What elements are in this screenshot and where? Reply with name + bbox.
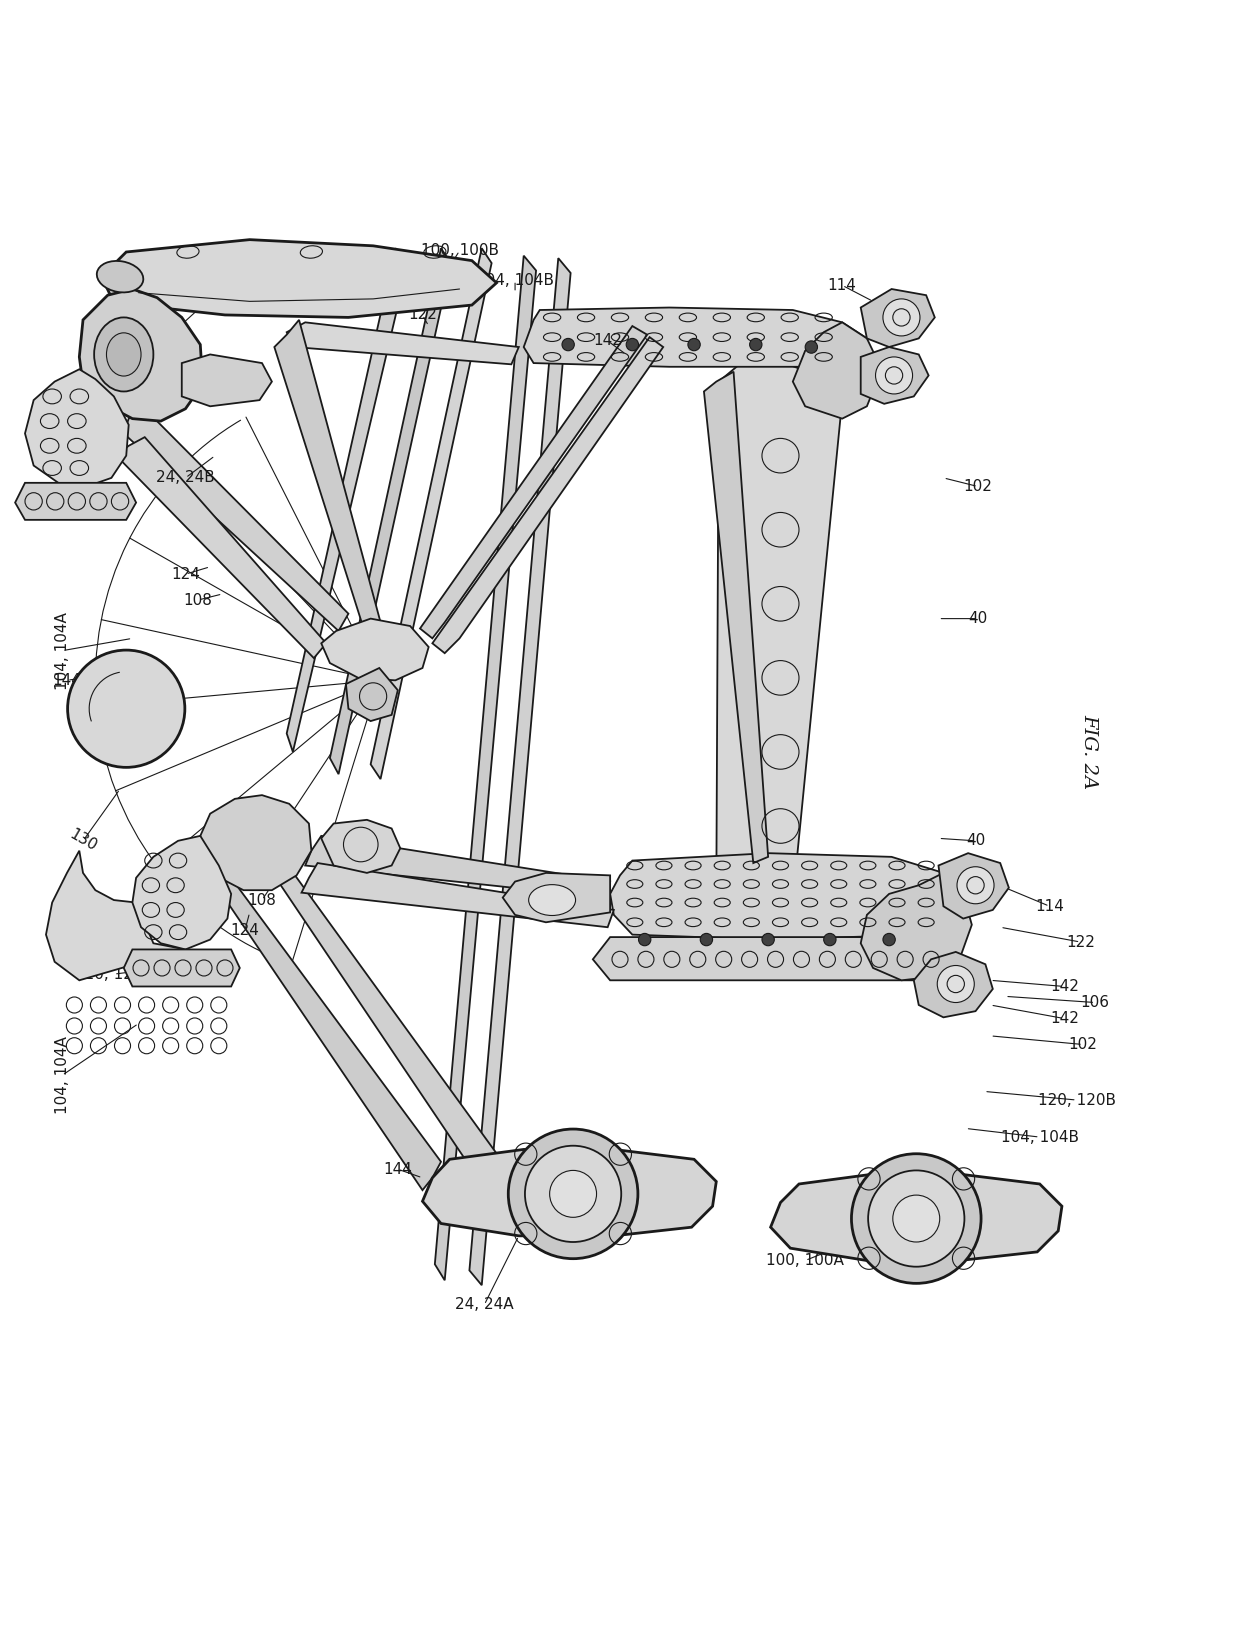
Polygon shape <box>255 838 498 1184</box>
Ellipse shape <box>626 339 639 350</box>
Polygon shape <box>717 357 842 919</box>
Polygon shape <box>861 289 935 347</box>
Text: FIG. 2A: FIG. 2A <box>1080 714 1099 790</box>
Polygon shape <box>470 258 570 1285</box>
Polygon shape <box>770 1175 1061 1260</box>
Text: 102: 102 <box>963 479 992 494</box>
Polygon shape <box>610 852 963 940</box>
Text: 114: 114 <box>1035 899 1064 914</box>
Polygon shape <box>182 355 272 406</box>
Ellipse shape <box>883 933 895 945</box>
Polygon shape <box>25 370 129 487</box>
Polygon shape <box>301 862 614 927</box>
Text: 106: 106 <box>883 317 913 332</box>
Text: 142: 142 <box>1050 980 1079 995</box>
Polygon shape <box>435 256 536 1280</box>
Polygon shape <box>792 322 882 418</box>
Polygon shape <box>330 248 451 775</box>
Polygon shape <box>124 950 239 986</box>
Polygon shape <box>117 438 326 657</box>
Ellipse shape <box>805 340 817 354</box>
Ellipse shape <box>852 1153 981 1284</box>
Text: 104, 104A: 104, 104A <box>55 1036 69 1115</box>
Polygon shape <box>198 795 311 890</box>
Polygon shape <box>914 952 993 1018</box>
Polygon shape <box>305 836 610 897</box>
Polygon shape <box>274 320 393 677</box>
Ellipse shape <box>893 1194 940 1242</box>
Text: 120, 120B: 120, 120B <box>1038 1092 1116 1107</box>
Polygon shape <box>286 248 408 752</box>
Ellipse shape <box>688 339 701 350</box>
Ellipse shape <box>639 933 651 945</box>
Text: 108: 108 <box>248 892 277 907</box>
Polygon shape <box>939 852 1009 919</box>
Polygon shape <box>79 289 203 421</box>
Ellipse shape <box>937 965 975 1003</box>
Ellipse shape <box>750 339 761 350</box>
Polygon shape <box>420 325 647 638</box>
Ellipse shape <box>562 339 574 350</box>
Text: 122: 122 <box>1066 935 1095 950</box>
Polygon shape <box>286 322 518 365</box>
Ellipse shape <box>868 1170 965 1267</box>
Ellipse shape <box>508 1128 637 1259</box>
Polygon shape <box>371 248 491 780</box>
Text: 20: 20 <box>151 320 175 344</box>
Text: 122: 122 <box>408 307 436 322</box>
Ellipse shape <box>957 867 994 904</box>
Polygon shape <box>502 872 610 922</box>
Text: 124: 124 <box>171 567 200 582</box>
Text: 106: 106 <box>1081 995 1110 1009</box>
Text: 114: 114 <box>828 278 857 292</box>
Text: 130: 130 <box>67 828 99 854</box>
Text: 100, 100A: 100, 100A <box>766 1252 844 1269</box>
Polygon shape <box>433 337 663 653</box>
Ellipse shape <box>549 1170 596 1218</box>
Polygon shape <box>423 1150 717 1236</box>
Polygon shape <box>704 372 768 862</box>
Ellipse shape <box>528 884 575 915</box>
Text: 24, 24A: 24, 24A <box>455 1297 513 1312</box>
Text: 104, 104A: 104, 104A <box>55 611 69 689</box>
Text: 104, 104B: 104, 104B <box>1001 1130 1079 1145</box>
Polygon shape <box>346 667 398 720</box>
Ellipse shape <box>97 261 144 292</box>
Ellipse shape <box>94 317 154 392</box>
Ellipse shape <box>107 332 141 377</box>
Polygon shape <box>321 819 401 872</box>
Polygon shape <box>861 872 972 980</box>
Ellipse shape <box>883 299 920 335</box>
Text: 100, 100B: 100, 100B <box>420 243 498 258</box>
Text: 108: 108 <box>184 593 212 608</box>
Text: 102: 102 <box>1069 1037 1097 1052</box>
Polygon shape <box>124 408 348 631</box>
Text: 104, 104B: 104, 104B <box>476 273 554 287</box>
Text: 120, 120A: 120, 120A <box>74 966 153 981</box>
Text: 142: 142 <box>593 334 622 349</box>
Polygon shape <box>861 347 929 403</box>
Polygon shape <box>15 482 136 520</box>
Polygon shape <box>46 851 186 980</box>
Text: 124: 124 <box>231 923 259 938</box>
Polygon shape <box>195 844 441 1189</box>
Text: 40: 40 <box>966 833 985 849</box>
Ellipse shape <box>701 933 713 945</box>
Ellipse shape <box>761 933 774 945</box>
Polygon shape <box>593 937 960 980</box>
Text: 24, 24B: 24, 24B <box>156 471 215 486</box>
Text: 144: 144 <box>383 1161 412 1176</box>
Text: 142: 142 <box>1050 1011 1079 1026</box>
Ellipse shape <box>68 651 185 768</box>
Ellipse shape <box>525 1146 621 1242</box>
Text: 22: 22 <box>241 864 259 879</box>
Polygon shape <box>321 618 429 681</box>
Text: 144: 144 <box>52 672 82 687</box>
Polygon shape <box>133 836 231 950</box>
Ellipse shape <box>823 933 836 945</box>
Polygon shape <box>102 240 496 317</box>
Text: 40: 40 <box>968 611 987 626</box>
Polygon shape <box>523 307 867 367</box>
Ellipse shape <box>875 357 913 393</box>
